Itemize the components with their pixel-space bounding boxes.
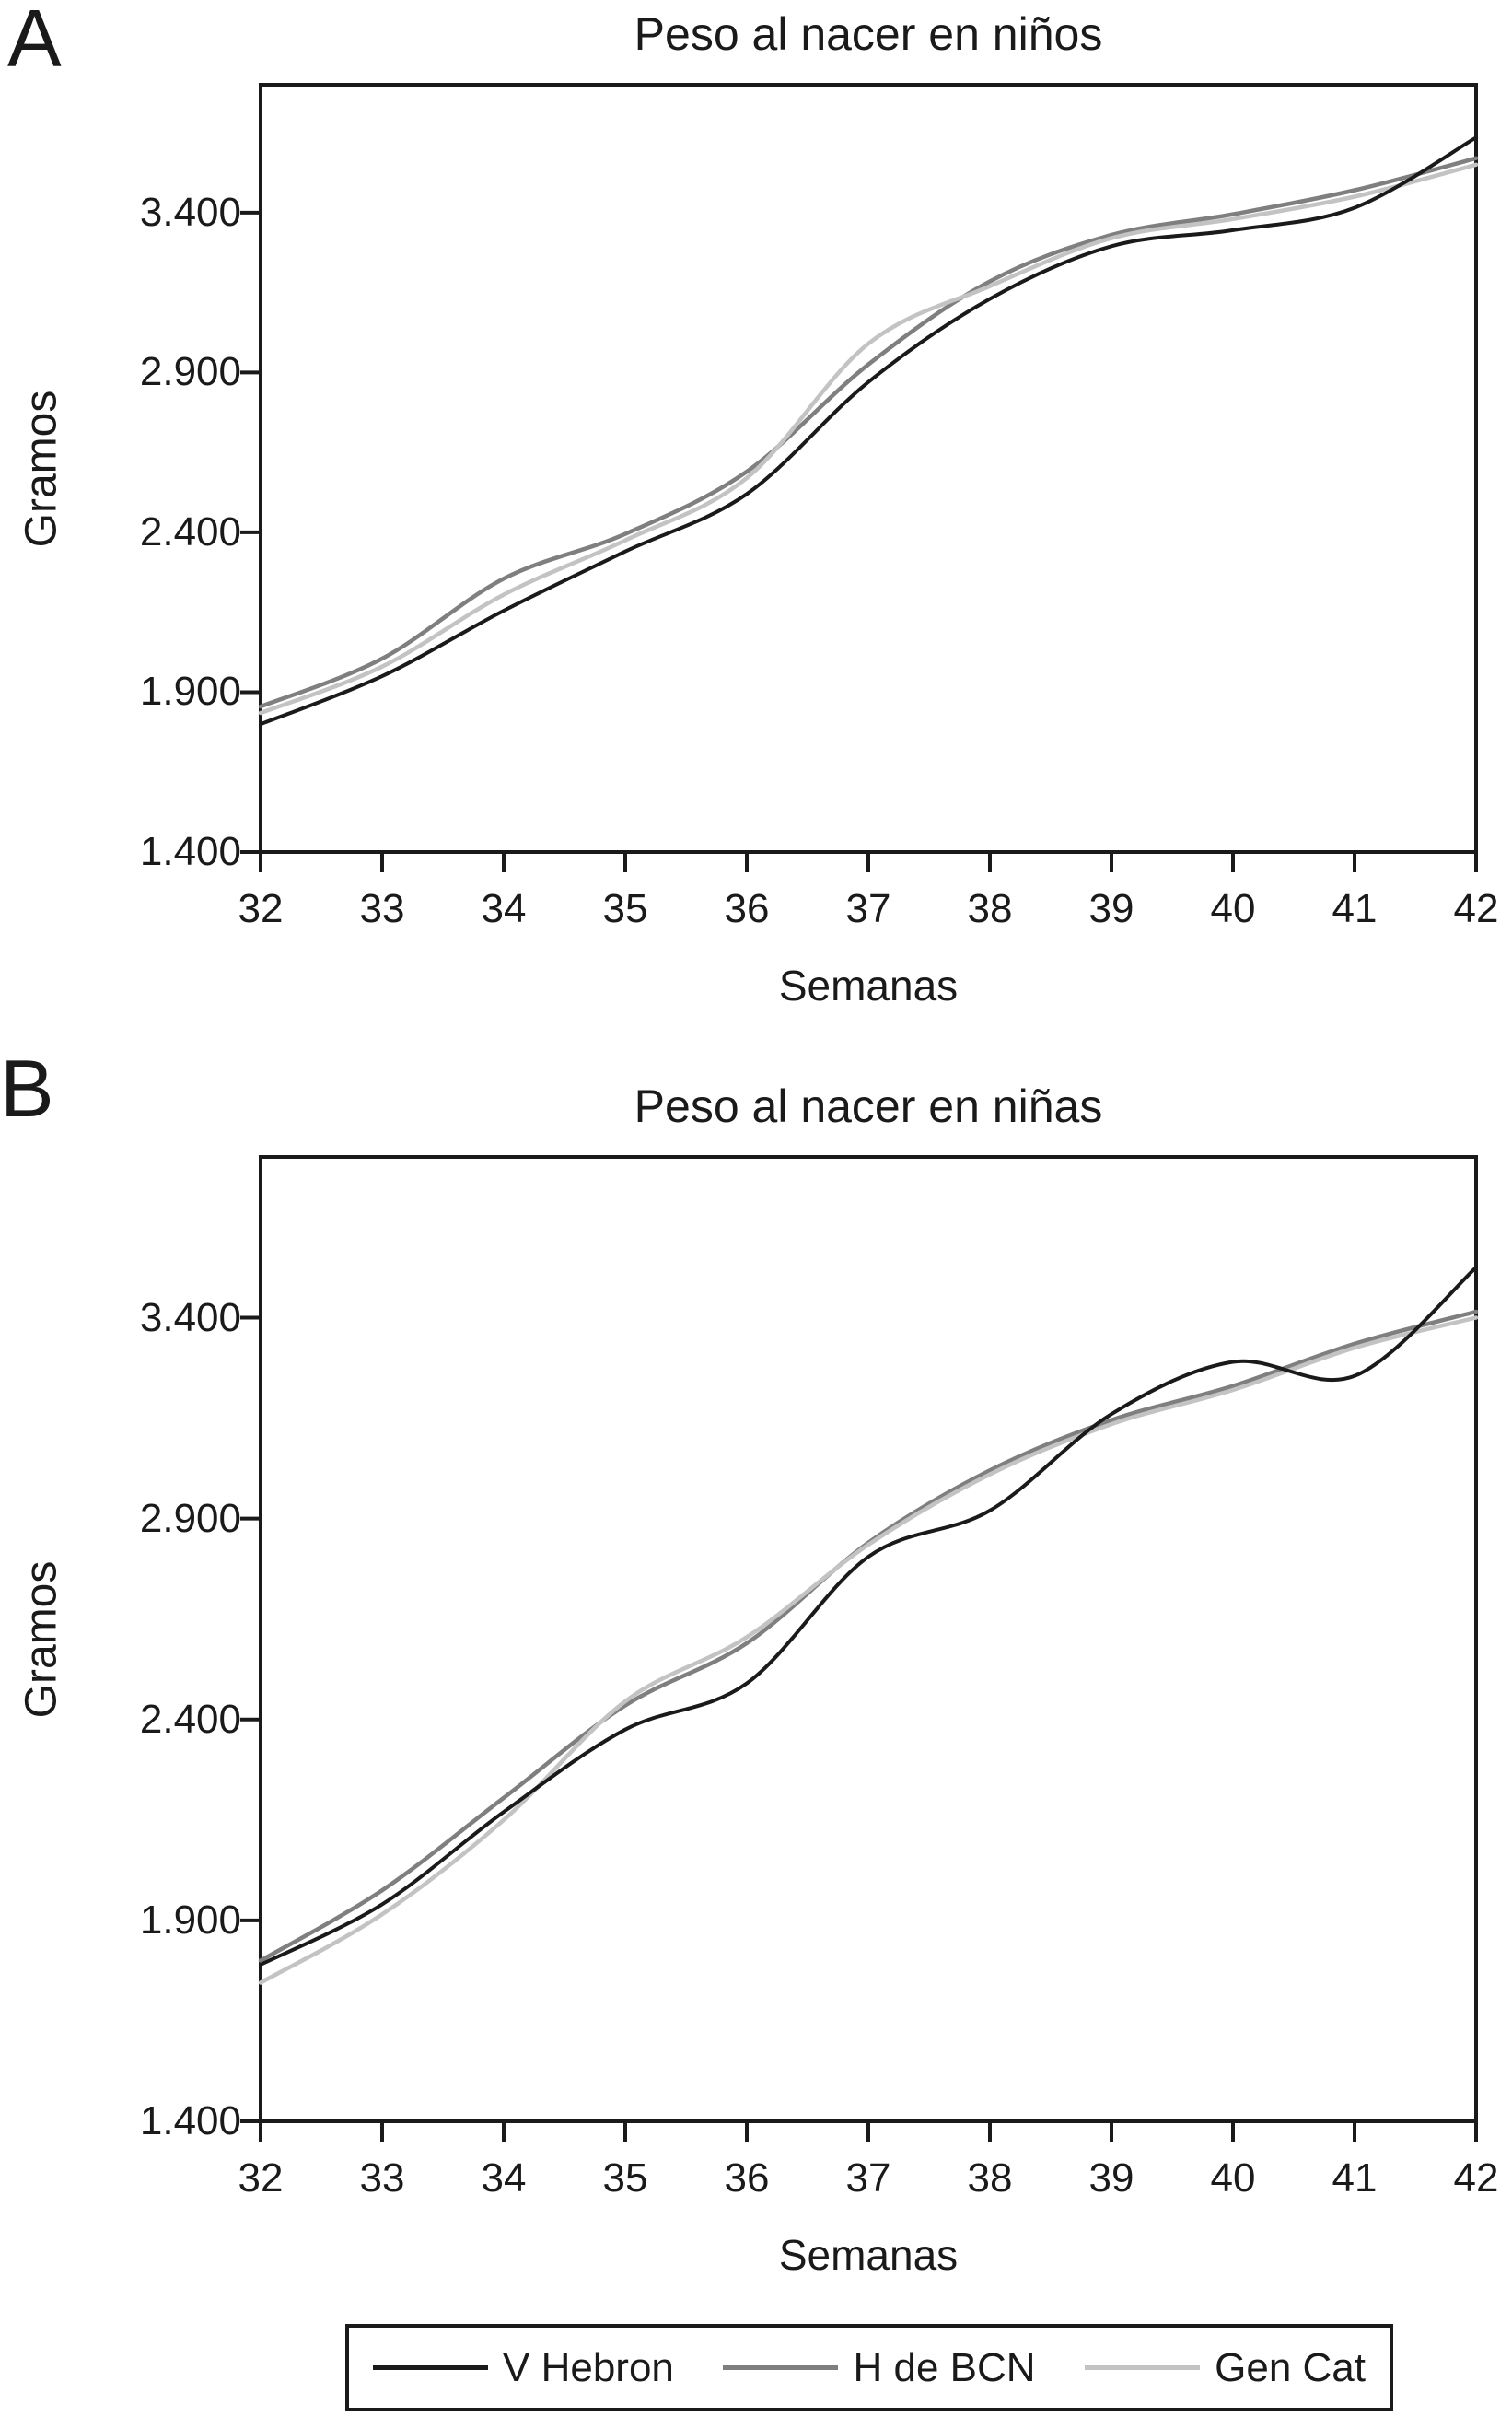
series-line-gen-cat bbox=[258, 1315, 1479, 1985]
x-tick-label: 37 bbox=[845, 886, 891, 931]
x-tick-label: 36 bbox=[724, 2155, 770, 2201]
plot-border bbox=[259, 83, 1478, 854]
chart-b-title: Peso al nacer en niñas bbox=[634, 1080, 1103, 1132]
legend-item-v-hebron: V Hebron bbox=[373, 2345, 674, 2391]
x-tick-label: 34 bbox=[481, 2155, 527, 2201]
x-tick-label: 37 bbox=[845, 2155, 891, 2201]
chart-a-plot bbox=[240, 83, 1479, 872]
y-tick-label: 1.900 bbox=[139, 669, 241, 715]
legend-label-h-de-bcn: H de BCN bbox=[853, 2344, 1036, 2390]
x-tick-label: 38 bbox=[967, 2155, 1013, 2201]
x-tick-label: 33 bbox=[359, 2155, 405, 2201]
chart-b-x-axis-label: Semanas bbox=[778, 2231, 959, 2279]
x-tick-label: 32 bbox=[238, 2155, 284, 2201]
chart-b-panel: Peso al nacer en niñas Gramos Semanas 1.… bbox=[17, 1080, 1499, 2279]
x-tick-label: 35 bbox=[602, 886, 648, 931]
x-tick-label: 42 bbox=[1453, 886, 1499, 931]
x-tick-label: 32 bbox=[238, 886, 284, 931]
panel-a-letter: A bbox=[7, 0, 62, 84]
legend: V Hebron H de BCN Gen Cat bbox=[345, 2324, 1393, 2411]
legend-label-gen-cat: Gen Cat bbox=[1215, 2344, 1366, 2390]
y-tick-label: 2.900 bbox=[139, 349, 241, 395]
chart-a-title: Peso al nacer en niños bbox=[634, 8, 1103, 60]
series-line-v-hebron bbox=[259, 1266, 1478, 1967]
x-tick-label: 36 bbox=[724, 886, 770, 931]
y-tick-label: 1.900 bbox=[139, 1897, 241, 1943]
y-tick-label: 1.400 bbox=[139, 829, 241, 874]
chart-a-panel: Peso al nacer en niños Gramos Semanas 1.… bbox=[17, 8, 1499, 1010]
x-tick-label: 33 bbox=[359, 886, 405, 931]
series-line-h-de-bcn bbox=[258, 1309, 1479, 1963]
x-tick-label: 42 bbox=[1453, 2155, 1499, 2201]
plot-border bbox=[259, 1155, 1478, 2123]
series-line-v-hebron bbox=[259, 135, 1478, 727]
x-tick-label: 38 bbox=[967, 886, 1013, 931]
y-tick-label: 3.400 bbox=[139, 189, 241, 235]
x-tick-label: 39 bbox=[1088, 2155, 1134, 2201]
v-hebron-line-swatch bbox=[373, 2365, 488, 2370]
x-tick-label: 39 bbox=[1088, 886, 1134, 931]
x-tick-label: 35 bbox=[602, 2155, 648, 2201]
series-line-h-de-bcn bbox=[258, 156, 1479, 709]
x-tick-label: 34 bbox=[481, 886, 527, 931]
legend-item-gen-cat: Gen Cat bbox=[1085, 2345, 1366, 2391]
chart-b-plot bbox=[240, 1155, 1479, 2142]
x-tick-label: 41 bbox=[1332, 886, 1378, 931]
y-tick-label: 2.400 bbox=[139, 1696, 241, 1742]
y-tick-label: 2.400 bbox=[139, 508, 241, 555]
panel-b-letter: B bbox=[0, 1043, 54, 1134]
x-tick-label: 41 bbox=[1332, 2155, 1378, 2201]
x-tick-label: 40 bbox=[1210, 886, 1256, 931]
y-tick-label: 1.400 bbox=[139, 2098, 241, 2143]
legend-item-h-de-bcn: H de BCN bbox=[723, 2344, 1036, 2391]
series-line-gen-cat bbox=[258, 162, 1479, 716]
gen-cat-line-swatch bbox=[1085, 2365, 1201, 2370]
y-tick-label: 2.900 bbox=[139, 1495, 241, 1541]
h-de-bcn-line-swatch bbox=[723, 2365, 839, 2370]
x-tick-label: 40 bbox=[1210, 2155, 1256, 2201]
y-tick-label: 3.400 bbox=[139, 1294, 241, 1340]
chart-a-x-axis-label: Semanas bbox=[778, 962, 959, 1010]
legend-label-v-hebron: V Hebron bbox=[503, 2344, 674, 2390]
